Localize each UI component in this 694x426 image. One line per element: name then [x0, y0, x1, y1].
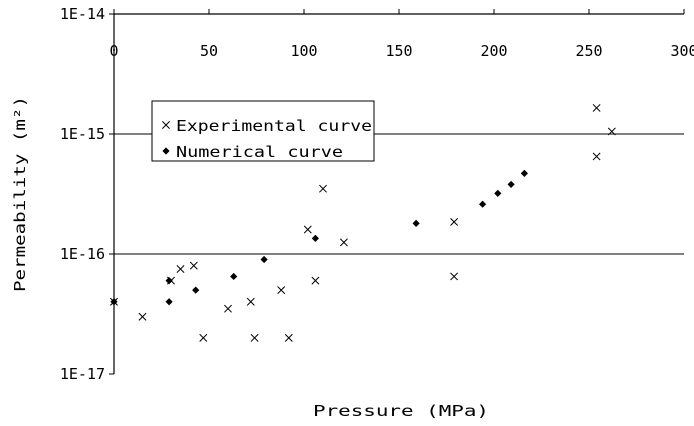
experimental-point — [592, 152, 601, 161]
experimental-point — [176, 265, 185, 273]
experimental-point — [303, 225, 312, 234]
experimental-point — [450, 217, 459, 226]
numerical-point — [165, 298, 173, 306]
legend-label-numerical: Numerical curve — [176, 143, 343, 161]
experimental-point — [339, 238, 348, 247]
numerical-point — [110, 298, 118, 306]
experimental-point — [319, 184, 327, 193]
experimental-point — [224, 304, 232, 313]
numerical-point — [230, 272, 238, 281]
legend-label-experimental: Experimental curve — [176, 117, 372, 135]
y-axis-title: Permeability (m²) — [11, 96, 29, 292]
numerical-point — [412, 219, 420, 227]
numerical-point — [165, 277, 173, 285]
legend: Experimental curve Numerical curve — [151, 100, 375, 162]
y-tick-label: 1E-15 — [60, 125, 105, 143]
experimental-point — [277, 286, 286, 295]
experimental-point — [592, 103, 601, 112]
numerical-point — [520, 169, 528, 177]
numerical-points — [110, 169, 528, 306]
experimental-point — [138, 312, 147, 321]
x-tick-label: 150 — [385, 42, 412, 60]
x-tick-label: 50 — [200, 42, 218, 60]
numerical-point — [494, 189, 502, 197]
experimental-point — [607, 127, 616, 136]
x-tick-label: 300 — [670, 42, 694, 60]
numerical-point — [311, 234, 319, 242]
x-tick-label: 250 — [575, 42, 602, 60]
plot-area — [113, 13, 684, 374]
experimental-point — [199, 333, 208, 342]
legend-diamond-marker — [162, 147, 170, 155]
experimental-point — [284, 333, 293, 342]
experimental-point — [450, 272, 459, 281]
numerical-point — [479, 200, 487, 208]
y-tick-label: 1E-17 — [60, 365, 105, 383]
x-tick-label: 100 — [290, 42, 317, 60]
x-tick-label: 0 — [109, 42, 118, 60]
legend-cross-marker — [162, 121, 170, 129]
x-axis-title: Pressure (MPa) — [313, 402, 489, 420]
y-tick-label: 1E-14 — [60, 5, 105, 23]
experimental-point — [189, 261, 198, 270]
legend-marker-experimental — [162, 121, 170, 129]
legend-box — [151, 100, 375, 162]
y-axis-ticks: 1E-14 1E-15 1E-16 1E-17 — [60, 5, 114, 383]
numerical-point — [507, 180, 515, 189]
numerical-point — [260, 255, 268, 264]
experimental-points — [110, 103, 616, 342]
numerical-point — [192, 286, 200, 294]
x-axis-ticks: 0 50 100 150 200 250 300 — [109, 9, 694, 60]
x-tick-label: 200 — [480, 42, 507, 60]
experimental-point — [250, 333, 259, 342]
y-tick-label: 1E-16 — [60, 245, 105, 263]
experimental-point — [246, 297, 255, 306]
experimental-point — [311, 276, 320, 285]
legend-marker-numerical — [162, 147, 170, 155]
